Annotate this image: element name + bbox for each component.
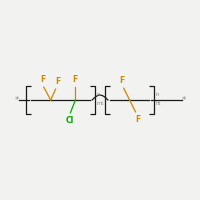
Text: F: F: [40, 75, 45, 84]
Text: F: F: [135, 115, 140, 124]
Text: ht: ht: [155, 101, 161, 106]
Text: n: n: [155, 92, 159, 97]
Text: F: F: [119, 76, 124, 85]
Text: F: F: [73, 75, 78, 84]
Text: *: *: [182, 96, 186, 104]
Text: Cl: Cl: [65, 116, 74, 125]
Text: n: n: [96, 92, 99, 97]
Text: F: F: [55, 77, 60, 86]
Text: mt: mt: [96, 101, 103, 106]
Text: *: *: [15, 96, 19, 104]
